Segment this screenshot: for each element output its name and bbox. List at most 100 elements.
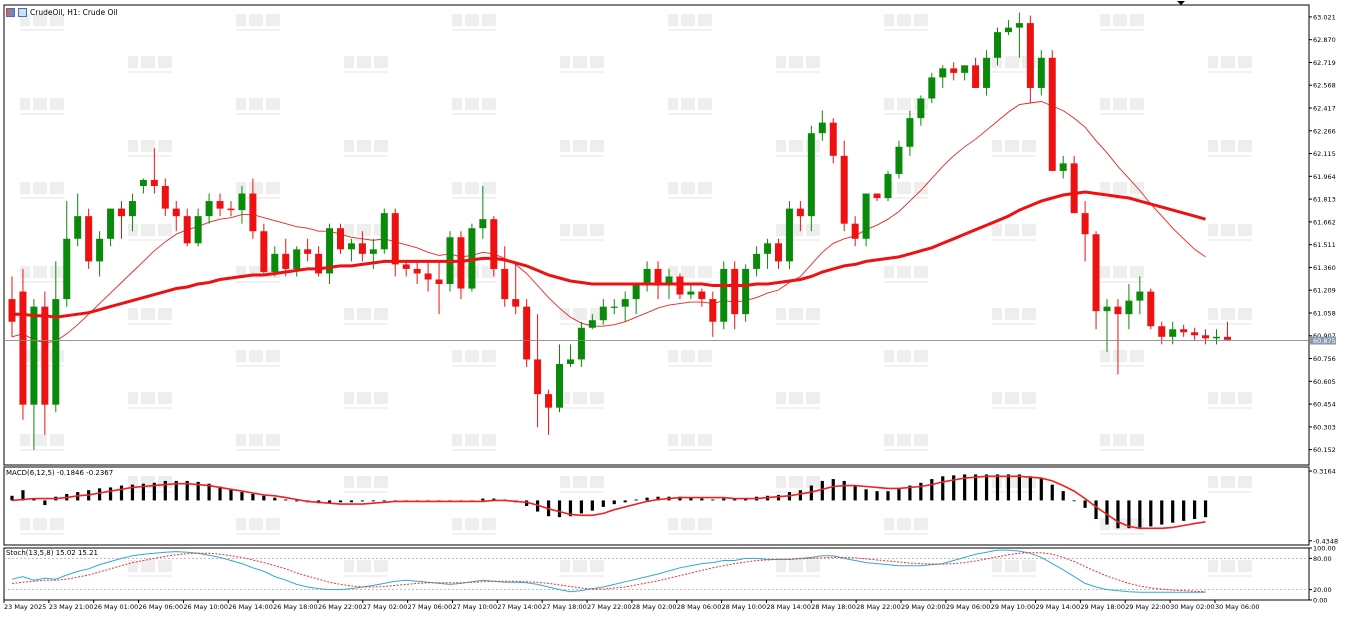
watermark-glyph: [452, 518, 462, 530]
stoch-tick-label: 0.00: [1313, 597, 1327, 605]
watermark-glyph: [914, 14, 928, 26]
watermark-glyph: [344, 560, 354, 572]
watermark-mark: [668, 266, 712, 283]
candle-bull: [983, 57, 991, 88]
watermark-glyph: [1100, 350, 1110, 362]
candle-bear: [709, 299, 717, 322]
watermark-glyph: [128, 239, 172, 241]
watermark-glyph: [141, 224, 155, 236]
watermark-glyph: [668, 197, 712, 199]
ma-slow-line: [12, 190, 1206, 319]
watermark-mark: [1100, 98, 1144, 115]
time-axis: 23 May 2025 23 May 21:00 26 May 01:00 26 Ma…: [3, 600, 1260, 611]
macd-histogram-bar: [240, 492, 244, 501]
watermark-glyph: [1130, 350, 1144, 362]
macd-histogram-bar: [196, 481, 200, 501]
watermark-glyph: [357, 308, 371, 320]
candle-bear: [523, 306, 531, 360]
watermark-glyph: [1208, 56, 1218, 68]
candle-bull: [1103, 306, 1111, 312]
stoch-tick-label: 100.00: [1313, 545, 1336, 553]
watermark-glyph: [560, 56, 570, 68]
chart-type-icon[interactable]: [6, 7, 15, 17]
macd-histogram-bar: [98, 488, 102, 501]
watermark-glyph: [681, 350, 695, 362]
time-tick-label: 28 May 18:00: [811, 603, 856, 611]
watermark-glyph: [1238, 392, 1252, 404]
watermark-glyph: [357, 224, 371, 236]
macd-histogram-bar: [744, 498, 748, 501]
price-tick-label: 61.662: [1313, 218, 1336, 226]
macd-histogram-bar: [875, 491, 879, 501]
macd-histogram-bar: [262, 495, 266, 501]
watermark-glyph: [374, 560, 388, 572]
watermark-glyph: [1100, 449, 1144, 451]
macd-histogram-bar: [634, 499, 638, 501]
watermark-mark: [1208, 476, 1252, 493]
watermark-glyph: [1208, 392, 1218, 404]
watermark-glyph: [1113, 434, 1127, 446]
watermark-glyph: [158, 56, 172, 68]
macd-histogram-bar: [1039, 478, 1043, 501]
watermark-glyph: [249, 350, 263, 362]
price-tick-label: 61.964: [1313, 173, 1336, 181]
watermark-glyph: [141, 308, 155, 320]
watermark-glyph: [128, 56, 138, 68]
time-tick-label: 23 May 21:00: [49, 603, 94, 611]
macd-histogram-bar: [229, 489, 233, 501]
watermark-glyph: [452, 350, 462, 362]
price-tick-label: 63.021: [1313, 13, 1336, 21]
watermark-mark: [1100, 350, 1144, 367]
candle-bull: [271, 253, 279, 272]
watermark-glyph: [1221, 308, 1235, 320]
watermark-glyph: [914, 350, 928, 362]
watermark-mark: [452, 434, 496, 451]
macd-histogram-bar: [1094, 500, 1098, 519]
watermark-glyph: [560, 323, 604, 325]
watermark-glyph: [1100, 182, 1110, 194]
watermark-glyph: [698, 98, 712, 110]
watermark-glyph: [897, 14, 911, 26]
watermark-glyph: [50, 266, 64, 278]
watermark-glyph: [884, 113, 928, 115]
panel-frame: [3, 466, 1310, 546]
watermark-glyph: [236, 365, 280, 367]
candle-bear: [1180, 329, 1188, 333]
watermark-glyph: [141, 56, 155, 68]
watermark-mark: [236, 518, 280, 535]
watermark-glyph: [992, 575, 1036, 577]
macd-tick-label: -0.4348: [1313, 537, 1338, 545]
time-tick-label: 26 May 14:00: [228, 603, 273, 611]
watermark-mark: [452, 350, 496, 367]
macd-histogram-bar: [338, 500, 343, 503]
candle-bull: [380, 213, 388, 250]
candles: [8, 12, 1231, 450]
watermark-glyph: [698, 350, 712, 362]
candle-bear: [1114, 306, 1122, 315]
watermark-glyph: [897, 98, 911, 110]
stoch-tick-label: 20.00: [1313, 586, 1332, 594]
chart-window-icon[interactable]: [18, 7, 27, 17]
macd-histogram-bar: [820, 480, 824, 501]
watermark-glyph: [1100, 29, 1144, 31]
watermark-glyph: [897, 518, 911, 530]
watermark-glyph: [50, 182, 64, 194]
watermark-mark: [20, 182, 64, 199]
watermark-mark: [452, 182, 496, 199]
watermark-mark: [1208, 140, 1252, 157]
watermark-glyph: [698, 14, 712, 26]
macd-histogram-bar: [327, 500, 332, 504]
candle-bull: [884, 173, 892, 199]
candle-bear: [972, 65, 980, 88]
watermark-glyph: [776, 491, 820, 493]
price-tick-label: 62.417: [1313, 105, 1336, 113]
candle-bear: [391, 213, 399, 265]
watermark-glyph: [1238, 476, 1252, 488]
watermark-glyph: [668, 14, 678, 26]
watermark-glyph: [452, 113, 496, 115]
time-tick-label: 27 May 18:00: [542, 603, 587, 611]
watermark-glyph: [668, 266, 678, 278]
watermark-glyph: [560, 239, 604, 241]
